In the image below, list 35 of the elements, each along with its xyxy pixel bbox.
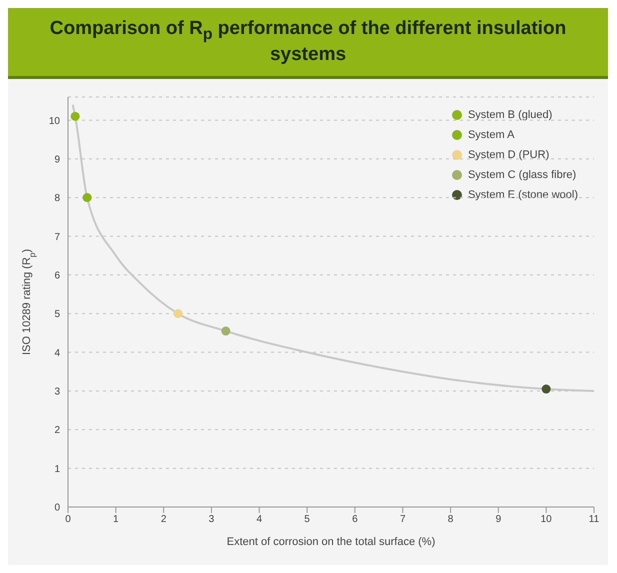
point (221, 326, 230, 336)
point (70, 112, 80, 121)
line-series (72, 104, 594, 392)
y-tick-label: 7 (54, 232, 60, 243)
x-tick-label: 9 (496, 514, 502, 525)
x-tick-label: 0 (65, 514, 72, 525)
legend-label: System D (PUR) (468, 148, 550, 163)
x-tick-label: 5 (304, 514, 310, 525)
y-tick-label: 3 (54, 386, 60, 398)
x-tick-label: 11 (588, 514, 600, 525)
x-tick-label: 3 (208, 514, 215, 525)
point (542, 384, 551, 394)
y-tick-label: 2 (54, 424, 60, 436)
x-tick-label: 2 (160, 514, 167, 525)
y-tick-label: 5 (54, 308, 60, 320)
x-tick-label: 7 (400, 514, 406, 525)
legend-label: System A (468, 128, 514, 143)
y-tick-label: 8 (54, 192, 60, 204)
x-tick-label: 4 (256, 514, 262, 525)
x-tick-label: 6 (352, 514, 358, 525)
x-tick-label: 1 (113, 514, 120, 525)
y-tick-label: 6 (54, 270, 60, 282)
y-tick-label: 1 (54, 464, 60, 475)
legend-label: System B (glued) (468, 108, 552, 123)
y-tick-label: 10 (48, 116, 60, 127)
y-tick-label: 9 (54, 154, 60, 166)
point (82, 192, 92, 202)
x-tick-label: 10 (540, 514, 552, 525)
point (173, 308, 182, 318)
y-tick-label: 4 (54, 348, 60, 359)
legend-label: System C (glass fibre) (468, 168, 576, 183)
chart-title: Comparison of R$_{p}$ performance of the different insulation systems (8, 8, 608, 79)
x-axis-title: Extent of corrosion on the total surface (%) (226, 536, 436, 548)
x-tick-label: 8 (448, 514, 454, 525)
y-tick-label: 0 (54, 502, 60, 514)
